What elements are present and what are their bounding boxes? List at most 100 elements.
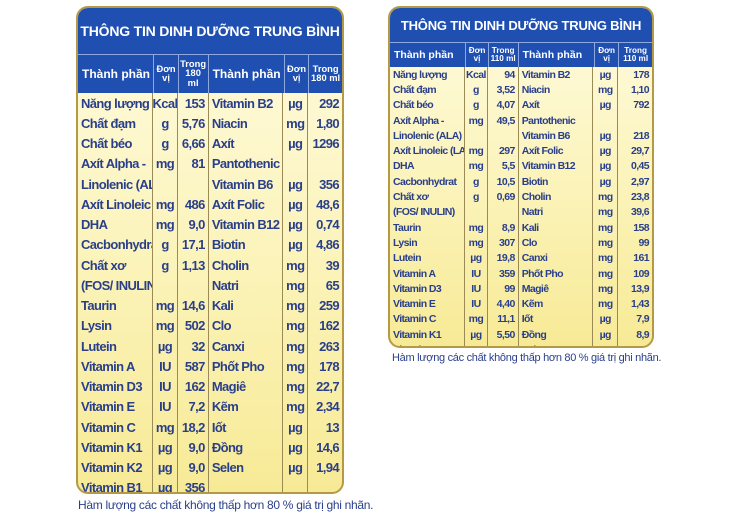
header-unit-1: Đơn vị <box>466 43 489 67</box>
cell-value: 65 <box>325 277 340 293</box>
cell-unit: µg <box>599 160 612 173</box>
cell-unit: µg <box>157 460 173 476</box>
cell-unit: mg <box>286 318 305 334</box>
cell-value: 109 <box>633 267 649 280</box>
cell-value: 39,6 <box>630 206 650 219</box>
cell-name: Axít <box>521 99 540 112</box>
cell-unit: mg <box>597 206 613 219</box>
cell-value: 5,5 <box>501 160 515 173</box>
panel-title: THÔNG TIN DINH DƯỠNG TRUNG BÌNH <box>390 8 652 42</box>
column-right-name: Vitamin B2 Niacin Axít Pantothenic Vitamin B… <box>209 93 284 492</box>
cell-unit: µg <box>599 313 612 326</box>
cell-unit: mg <box>155 318 175 334</box>
cell-value: 7,9 <box>636 313 649 326</box>
cell-unit: mg <box>155 156 175 172</box>
cell-value <box>488 128 518 143</box>
cell-value: 1,10 <box>630 83 650 96</box>
cell-unit: µg <box>288 439 303 455</box>
cell-name: Năng lượng <box>81 95 150 111</box>
cell-unit: IU <box>471 282 481 295</box>
cell-unit: mg <box>468 236 484 249</box>
cell-name: Axít Linoleic (LA) <box>81 196 152 212</box>
cell-value: 259 <box>319 298 340 314</box>
cell-value: 13 <box>325 419 340 435</box>
cell-unit: µg <box>157 480 173 494</box>
cell-value: 22,7 <box>316 379 340 395</box>
cell-value: 307 <box>498 236 515 249</box>
cell-name: Iốt <box>521 313 534 326</box>
cell-name: Vitamin K1 <box>393 328 442 341</box>
cell-value: 8,9 <box>636 328 649 341</box>
cell-value: 0,69 <box>496 191 516 204</box>
cell-unit: µg <box>599 129 612 142</box>
cell-name: Vitamin B1 <box>81 480 143 494</box>
cell-name: Linolenic (ALA) <box>81 176 152 192</box>
cell-unit: µg <box>465 342 487 346</box>
cell-value: 162 <box>184 379 205 395</box>
column-right-value: 178 1,10 792 218 29,7 0,45 2,97 23,8 39,6 158 99 16… <box>618 67 652 346</box>
cell-value: 39 <box>325 257 340 273</box>
cell-unit: Kcal <box>466 68 486 81</box>
cell-unit: mg <box>155 217 175 233</box>
table-body: Năng lượng Chất đạm Chất béo Axít Alpha - Li… <box>78 93 342 494</box>
cell-name: Lutein <box>393 252 422 265</box>
cell-value: 158 <box>633 221 649 234</box>
cell-name: Phốt Pho <box>211 358 265 374</box>
cell-name: Cholin <box>211 257 249 273</box>
cell-name: Natri <box>211 277 239 293</box>
cell-unit: mg <box>597 191 613 204</box>
cell-value: 502 <box>184 318 205 334</box>
cell-value: 9,0 <box>188 217 206 233</box>
cell-unit: IU <box>471 267 481 280</box>
cell-unit <box>593 113 617 128</box>
nutrition-panel-110ml: THÔNG TIN DINH DƯỠNG TRUNG BÌNH Thành ph… <box>388 6 654 348</box>
cell-name: Taurin <box>393 221 421 234</box>
panel-title: THÔNG TIN DINH DƯỠNG TRUNG BÌNH <box>78 8 342 54</box>
header-amount-1: Trong 180 ml <box>179 55 209 93</box>
cell-name: Axít Linoleic (LA) <box>393 145 464 158</box>
cell-name: Niacin <box>211 115 248 131</box>
cell-value: 1,13 <box>181 257 206 273</box>
cell-name: Biotin <box>211 237 246 253</box>
cell-unit: mg <box>468 160 484 173</box>
cell-value: 14,6 <box>181 298 206 314</box>
cell-value: 292 <box>319 95 340 111</box>
cell-unit: Kcal <box>153 95 177 111</box>
cell-name: Canxi <box>211 338 245 354</box>
cell-unit: mg <box>155 419 175 435</box>
cell-value: 10,5 <box>496 175 516 188</box>
cell-name: Clo <box>521 236 538 249</box>
cell-unit: mg <box>597 267 613 280</box>
cell-name: Phốt Pho <box>521 267 564 280</box>
cell-unit: IU <box>159 379 171 395</box>
cell-unit: mg <box>286 379 305 395</box>
cell-unit: g <box>161 257 169 273</box>
cell-unit <box>283 478 307 492</box>
cell-unit: IU <box>159 358 171 374</box>
cell-value: 356 <box>184 480 205 494</box>
cell-name: Vitamin B6 <box>211 176 274 192</box>
cell-value: 4,40 <box>496 298 516 311</box>
cell-unit: mg <box>468 221 484 234</box>
cell-value <box>178 275 208 295</box>
cell-value <box>308 478 342 492</box>
cell-unit: mg <box>286 115 305 131</box>
cell-value: 178 <box>319 358 340 374</box>
cell-unit: µg <box>599 68 612 81</box>
cell-name: Clo <box>211 318 232 334</box>
column-right-value: 292 1,80 1296 356 48,6 0,74 4,86 39 65 259 162 263 1… <box>308 93 342 492</box>
cell-name: Đồng <box>211 439 243 455</box>
cell-value: 9,0 <box>188 460 206 476</box>
cell-name: Kẽm <box>211 399 239 415</box>
cell-name: Lutein <box>81 338 117 354</box>
cell-name: Lysin <box>393 236 418 249</box>
footnote: Hàm lượng các chất không thấp hơn 80 % g… <box>78 498 374 512</box>
cell-value: 94 <box>504 68 515 81</box>
cell-value: 297 <box>498 145 515 158</box>
cell-unit: mg <box>597 298 613 311</box>
cell-value: 18,2 <box>181 419 206 435</box>
cell-value: 7,2 <box>188 399 206 415</box>
cell-value: 11,1 <box>497 313 515 326</box>
cell-value: 6,66 <box>181 136 206 152</box>
